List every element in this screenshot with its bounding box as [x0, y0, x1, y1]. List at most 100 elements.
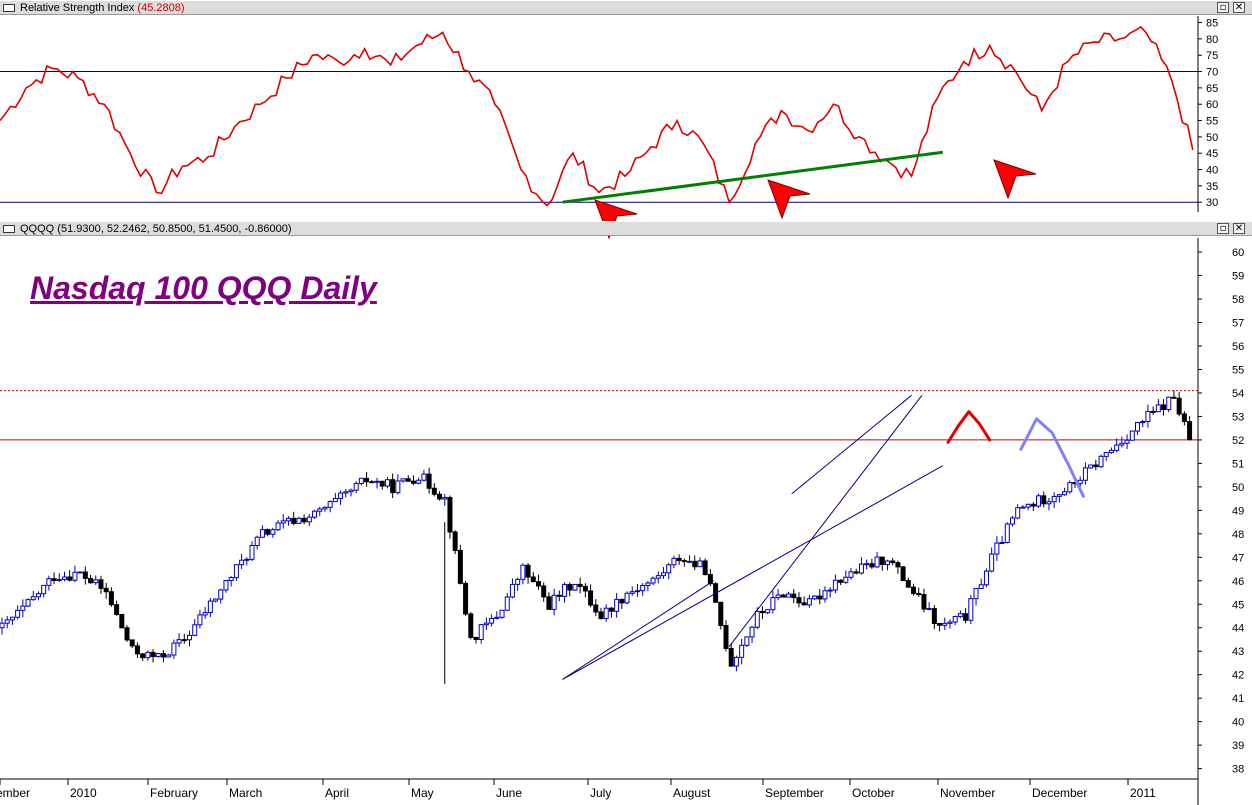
- price-tick-label: 53: [1232, 411, 1244, 423]
- x-tick-label: May: [411, 786, 434, 800]
- candle-down: [129, 639, 135, 647]
- candle-up: [0, 622, 5, 629]
- candle-down: [124, 627, 130, 641]
- candle-up: [244, 558, 250, 561]
- candle-up: [296, 517, 302, 524]
- candle-up: [884, 560, 890, 566]
- close-icon[interactable]: ✕: [1233, 223, 1245, 234]
- candle-up: [166, 654, 172, 658]
- candle-up: [1134, 422, 1140, 432]
- rsi-tick-label: 80: [1206, 34, 1218, 46]
- candle-down: [895, 562, 901, 568]
- candle-up: [952, 616, 958, 623]
- rsi-tick-label: 30: [1206, 197, 1218, 209]
- candle-up: [843, 576, 849, 583]
- candle-down: [838, 579, 844, 583]
- price-tick-label: 38: [1232, 764, 1244, 776]
- candle-up: [62, 576, 68, 580]
- x-tick-label: March: [229, 786, 262, 800]
- close-icon[interactable]: ✕: [1233, 2, 1245, 13]
- candle-up: [77, 571, 83, 574]
- candle-down: [405, 478, 411, 482]
- candle-up: [9, 616, 15, 621]
- candle-up: [1124, 439, 1130, 444]
- candle-up: [697, 560, 703, 568]
- x-tick-label: October: [852, 786, 895, 800]
- price-tick-label: 42: [1232, 670, 1244, 682]
- price-tick-label: 51: [1232, 458, 1244, 470]
- candle-down: [98, 579, 104, 589]
- price-tick-label: 39: [1232, 740, 1244, 752]
- restore-icon[interactable]: ▫: [1217, 2, 1229, 13]
- rsi-tick-label: 65: [1206, 83, 1218, 95]
- red-projection-path: [946, 410, 992, 444]
- candle-up: [46, 578, 52, 586]
- candle-up: [233, 564, 239, 579]
- rsi-tick-label: 45: [1206, 148, 1218, 160]
- candle-up: [15, 609, 21, 618]
- candle-down: [103, 587, 109, 593]
- candle-up: [275, 522, 281, 531]
- candle-down: [916, 592, 922, 596]
- price-tick-label: 56: [1232, 341, 1244, 353]
- candle-down: [707, 574, 713, 585]
- candle-up: [624, 592, 630, 604]
- candle-down: [291, 517, 297, 524]
- candle-down: [134, 645, 140, 655]
- candle-up: [327, 501, 333, 508]
- candle-up: [317, 508, 323, 512]
- candle-up: [1020, 506, 1026, 509]
- candle-down: [937, 622, 943, 626]
- candle-down: [1171, 396, 1177, 399]
- candle-up: [874, 556, 880, 568]
- candle-up: [942, 622, 948, 626]
- x-tick-label: ember: [0, 786, 30, 800]
- trend-guide-line: [791, 394, 912, 495]
- candle-up: [343, 491, 349, 494]
- candle-up: [374, 480, 380, 483]
- price-tick-label: 46: [1232, 576, 1244, 588]
- candle-up: [239, 559, 245, 566]
- candle-up: [1155, 404, 1161, 413]
- candle-up: [478, 624, 484, 641]
- candle-up: [994, 542, 1000, 555]
- candle-up: [384, 479, 390, 487]
- candle-down: [577, 583, 583, 587]
- candle-up: [1025, 503, 1031, 508]
- candle-up: [35, 593, 41, 598]
- restore-icon[interactable]: ▫: [1217, 223, 1229, 234]
- x-tick-label: July: [590, 786, 611, 800]
- candle-down: [619, 598, 625, 604]
- candle-down: [1030, 503, 1036, 507]
- rsi-series-line: [0, 25, 1194, 207]
- candle-up: [1056, 494, 1062, 497]
- candle-up: [687, 560, 693, 563]
- candle-up: [322, 506, 328, 510]
- candle-down: [51, 578, 57, 582]
- candle-up: [197, 614, 203, 626]
- candle-down: [567, 584, 573, 591]
- candle-up: [1015, 507, 1021, 519]
- candle-down: [364, 477, 370, 483]
- candle-down: [114, 604, 120, 615]
- candle-up: [332, 497, 338, 503]
- candle-up: [171, 642, 177, 656]
- candle-up: [93, 579, 99, 584]
- chart-annotation-title: Nasdaq 100 QQQ Daily: [30, 270, 377, 306]
- candle-down: [390, 479, 396, 494]
- candle-up: [989, 553, 995, 572]
- candle-up: [666, 564, 672, 574]
- candle-up: [249, 545, 255, 560]
- candle-up: [4, 619, 10, 624]
- candle-up: [416, 479, 422, 484]
- candle-up: [754, 610, 760, 628]
- candle-down: [692, 560, 698, 568]
- candle-down: [67, 576, 73, 581]
- candle-up: [1140, 421, 1146, 424]
- candle-up: [671, 557, 677, 566]
- price-tick-label: 44: [1232, 623, 1244, 635]
- candle-down: [369, 481, 375, 484]
- trend-guide-line: [562, 580, 714, 680]
- candle-up: [280, 520, 286, 524]
- candle-down: [88, 577, 94, 584]
